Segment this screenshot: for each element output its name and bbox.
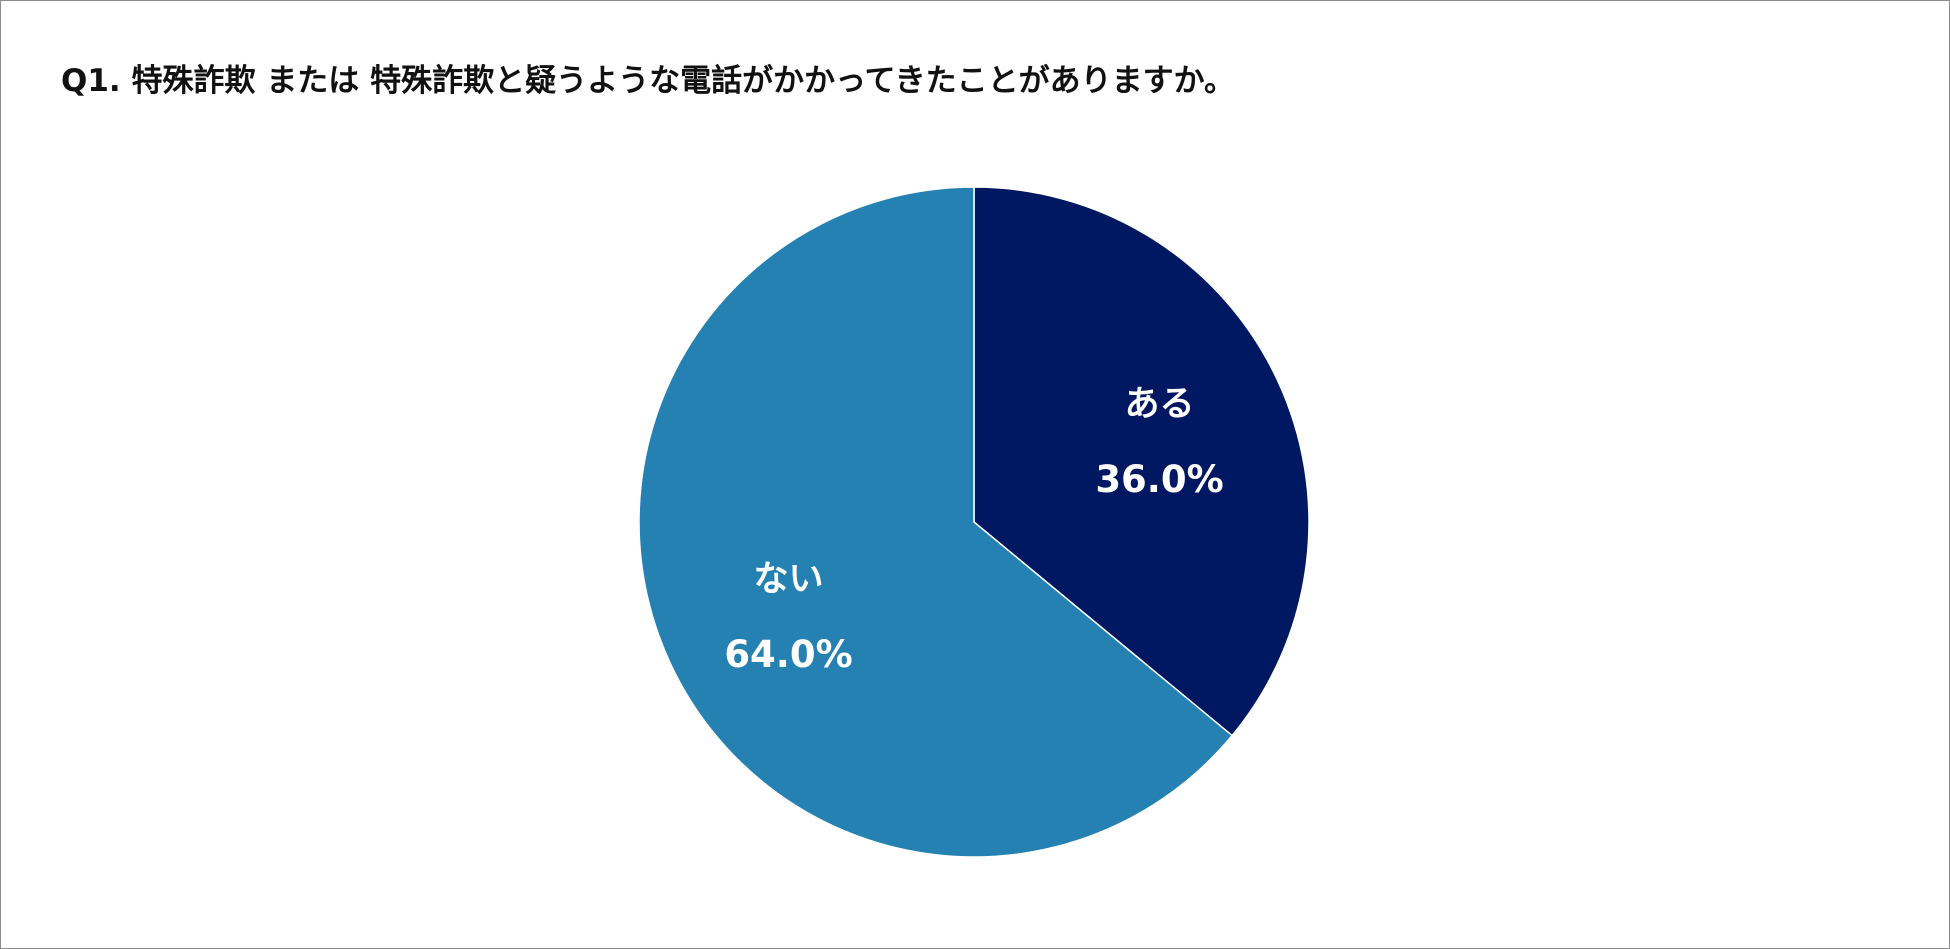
slice-value-label: 64.0% <box>724 633 852 676</box>
pie-slice-1 <box>973 186 1310 737</box>
slice-value-label: 36.0% <box>1095 458 1223 501</box>
pie-slice-2 <box>638 186 1234 858</box>
slice-category-label: ない <box>753 559 823 599</box>
chart-title: Q1. 特殊詐欺 または 特殊詐欺と疑うような電話がかかってきたことがありますか… <box>61 63 1235 99</box>
slice-category-label: ある <box>1124 385 1194 425</box>
